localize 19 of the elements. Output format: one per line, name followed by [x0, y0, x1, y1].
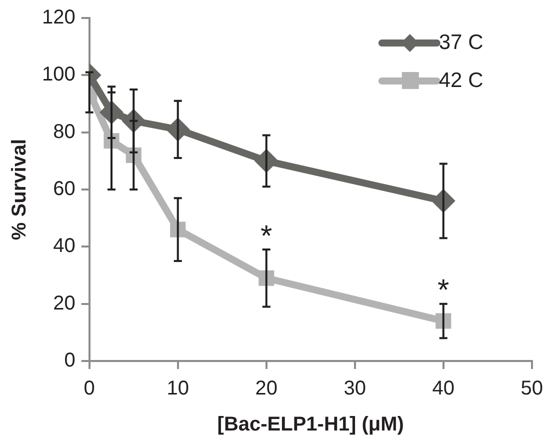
legend-label: 37 C	[438, 30, 484, 54]
y-tick-label: 0	[64, 350, 76, 372]
x-tick-label: 40	[432, 378, 454, 400]
legend-label: 42 C	[438, 68, 484, 92]
x-tick-label: 20	[255, 378, 278, 400]
y-tick-label: 40	[53, 235, 76, 258]
annotation: *	[438, 274, 450, 308]
y-axis-title: % Survival	[8, 138, 31, 240]
x-axis-title: [Bac-ELP1-H1] (μM)	[217, 414, 404, 436]
x-tick-label: 0	[84, 378, 95, 400]
y-tick-label: 100	[42, 64, 76, 86]
x-tick-label: 10	[166, 378, 189, 400]
x-tick-label: 50	[520, 378, 543, 400]
y-tick-label: 80	[53, 120, 76, 143]
y-tick-label: 120	[42, 6, 76, 29]
x-tick-label: 30	[344, 378, 366, 400]
y-tick-label: 20	[53, 292, 76, 314]
annotation: *	[260, 220, 273, 253]
y-tick-label: 60	[53, 178, 76, 200]
